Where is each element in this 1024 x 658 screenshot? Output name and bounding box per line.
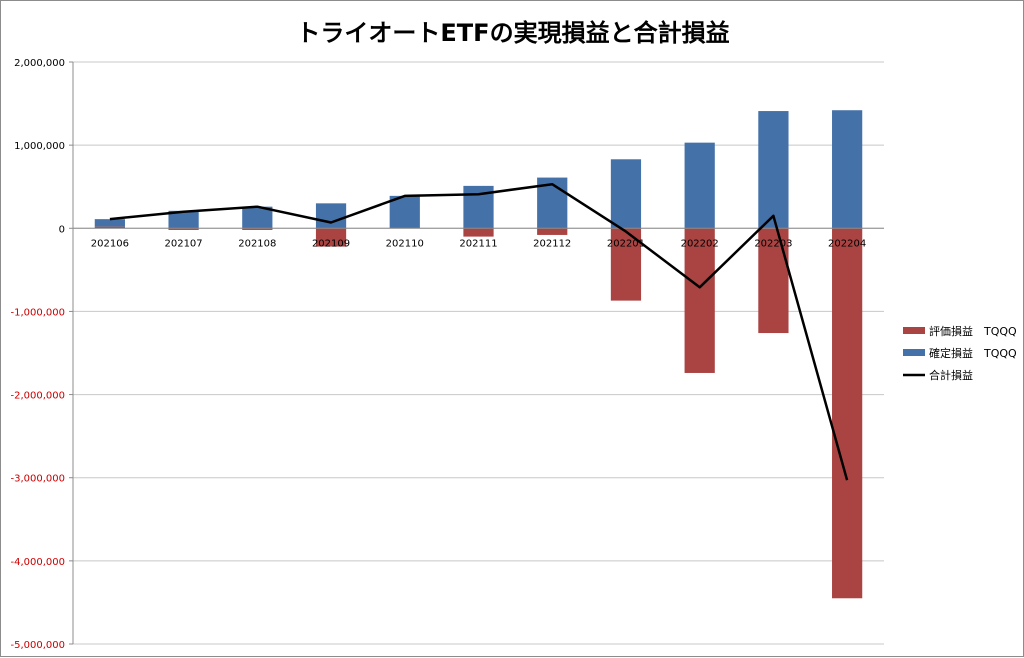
bar-realized-202110 [389, 195, 420, 229]
x-tick-label: 202201 [607, 238, 645, 249]
line-total [109, 182, 849, 481]
x-tick-label: 202110 [386, 238, 424, 249]
y-tick-label: 2,000,000 [14, 58, 65, 69]
x-axis-labels: 202106 202107 202108 202109 202110 202111 2021… [91, 238, 866, 249]
total-line-series [109, 182, 849, 481]
chart-title: トライオートETFの実現損益と合計損益 [296, 19, 729, 47]
bar-realized-202109 [315, 203, 347, 229]
bar-realized-202107 [168, 210, 199, 229]
bar-unrealized-202109 [315, 228, 347, 247]
bar-realized-202106 [94, 219, 125, 227]
y-tick-label: -2,000,000 [10, 391, 65, 402]
legend: 評価損益 TQQQ 確定損益 TQQQ 合計損益 [903, 324, 1017, 382]
legend-label-0: 評価損益 TQQQ [929, 324, 1017, 338]
legend-label-2: 合計損益 [929, 368, 973, 382]
bar-unrealized-202203 [758, 228, 789, 334]
x-tick-label: 202109 [312, 238, 350, 249]
bar-realized-202202 [684, 142, 715, 229]
legend-swatch-0 [903, 327, 925, 334]
bar-unrealized-202204 [832, 228, 863, 599]
x-tick-label: 202202 [681, 238, 719, 249]
bar-realized-202201 [610, 159, 642, 229]
bar-unrealized-202107 [168, 228, 199, 230]
bars [73, 110, 884, 599]
bar-realized-202108 [242, 206, 273, 229]
x-tick-label: 202111 [459, 238, 497, 249]
x-tick-label: 202107 [164, 238, 202, 249]
bar-unrealized-202108 [242, 228, 273, 230]
bar-unrealized-202112 [537, 228, 568, 235]
bar-realized-202203 [758, 111, 789, 229]
y-tick-label: -5,000,000 [10, 640, 65, 651]
y-tick-label: 1,000,000 [14, 141, 65, 152]
y-tick-label: -4,000,000 [10, 557, 65, 568]
y-tick-label: -1,000,000 [10, 307, 65, 318]
x-tick-label: 202112 [533, 238, 571, 249]
bar-unrealized-202202 [684, 228, 715, 373]
x-tick-label: 202106 [91, 238, 129, 249]
legend-swatch-1 [903, 349, 925, 356]
bar-realized-202204 [832, 110, 863, 229]
legend-label-1: 確定損益 TQQQ [929, 346, 1017, 360]
x-tick-label: 202203 [754, 238, 792, 249]
y-tick-label: 0 [59, 224, 65, 235]
y-axis: 2,000,000 1,000,000 0 -1,000,000 -2,000,000 -… [10, 58, 74, 651]
x-tick-label: 202108 [238, 238, 276, 249]
y-tick-label: -3,000,000 [10, 474, 65, 485]
bar-unrealized-202106 [94, 226, 125, 229]
x-tick-label: 202204 [828, 238, 866, 249]
bar-unrealized-202111 [463, 228, 494, 237]
